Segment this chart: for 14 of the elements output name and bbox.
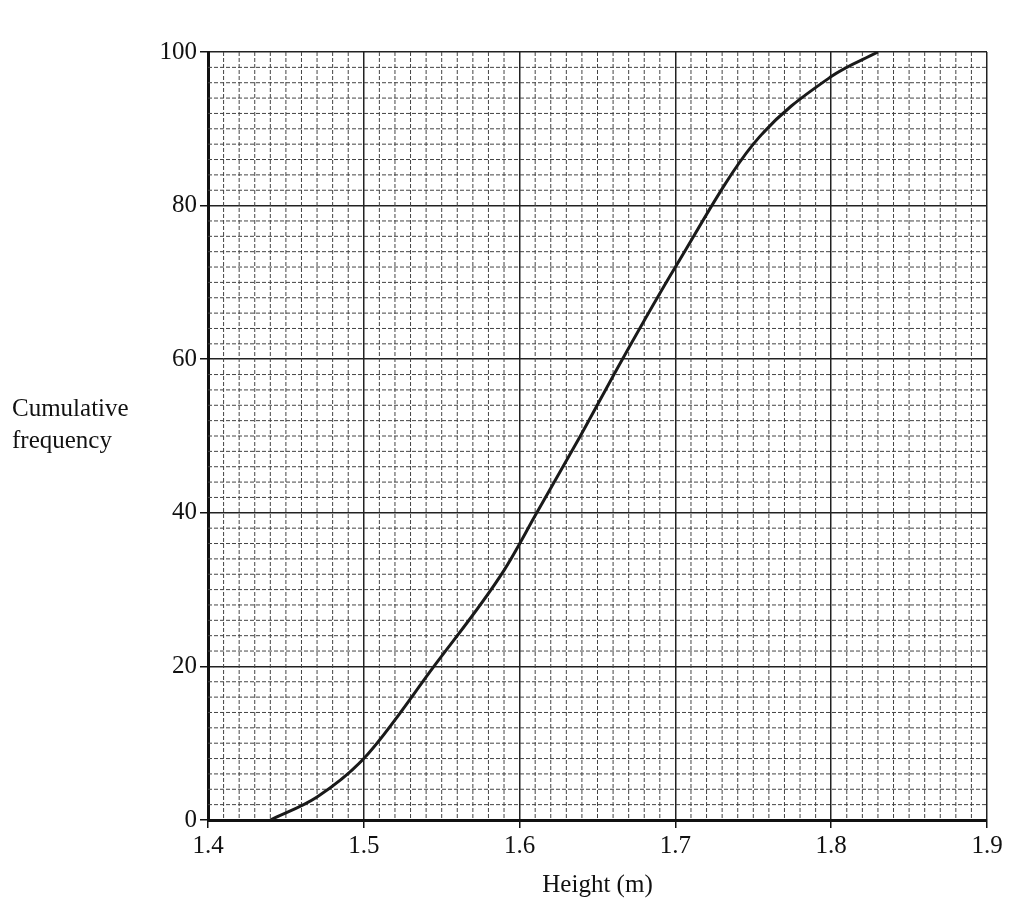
y-tick-label: 20 bbox=[172, 650, 197, 678]
x-tick-label: 1.8 bbox=[815, 830, 847, 858]
x-tick-label: 1.7 bbox=[659, 830, 692, 858]
x-tick-label: 1.4 bbox=[192, 830, 225, 858]
x-tick-label: 1.9 bbox=[971, 830, 1003, 858]
y-tick-label: 100 bbox=[159, 36, 197, 64]
y-axis-title: Cumulative frequency bbox=[12, 393, 130, 455]
y-tick-label: 0 bbox=[184, 804, 197, 832]
y-tick-label: 60 bbox=[172, 343, 197, 371]
y-tick-label: 40 bbox=[172, 497, 197, 525]
y-tick-label: 80 bbox=[172, 190, 197, 218]
x-tick-label: 1.6 bbox=[503, 830, 536, 858]
x-axis-title: Height (m) bbox=[542, 869, 653, 898]
x-tick-label: 1.5 bbox=[348, 830, 380, 858]
